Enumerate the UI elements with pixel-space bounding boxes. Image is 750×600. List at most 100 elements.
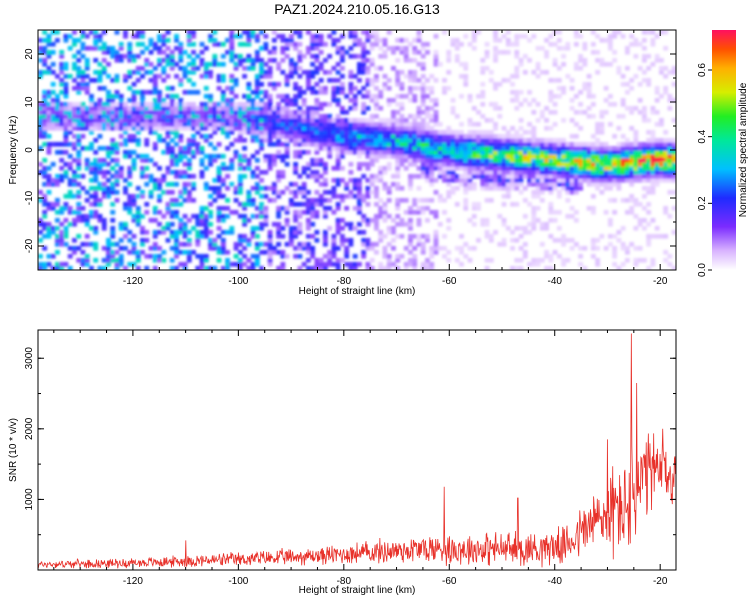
heatmap-cell: [50, 30, 56, 35]
heatmap-cell: [450, 178, 456, 183]
heatmap-cell: [208, 126, 213, 131]
heatmap-cell: [365, 162, 371, 167]
heatmap-cell: [80, 106, 86, 111]
heatmap-cell: [395, 102, 401, 107]
heatmap-cell: [582, 158, 588, 163]
heatmap-cell: [552, 94, 558, 99]
heatmap-cell: [246, 122, 252, 127]
heatmap-cell: [131, 110, 137, 115]
heatmap-cell: [548, 154, 554, 159]
y-tick-label: -10: [24, 190, 35, 205]
heatmap-cell: [148, 254, 154, 259]
heatmap-cell: [106, 62, 111, 67]
heatmap-cell: [131, 102, 137, 107]
heatmap-cell: [93, 190, 99, 195]
heatmap-cell: [420, 98, 426, 103]
heatmap-cell: [654, 34, 660, 39]
heatmap-cell: [322, 58, 328, 63]
heatmap-cell: [633, 150, 639, 155]
heatmap-cell: [157, 166, 162, 171]
heatmap-cell: [450, 170, 456, 175]
heatmap-cell: [169, 62, 175, 67]
heatmap-cell: [565, 42, 571, 47]
heatmap-cell: [305, 190, 311, 195]
heatmap-cell: [135, 218, 141, 223]
heatmap-cell: [556, 194, 562, 199]
heatmap-cell: [357, 150, 362, 155]
heatmap-cell: [237, 162, 243, 167]
heatmap-cell: [348, 242, 354, 247]
heatmap-cell: [386, 198, 392, 203]
heatmap-cell: [408, 210, 413, 215]
heatmap-cell: [114, 174, 120, 179]
heatmap-cell: [310, 126, 316, 131]
heatmap-cell: [314, 142, 320, 147]
heatmap-cell: [446, 154, 452, 159]
heatmap-cell: [484, 198, 490, 203]
heatmap-cell: [203, 258, 209, 263]
heatmap-cell: [624, 210, 630, 215]
heatmap-cell: [637, 110, 643, 115]
heatmap-cell: [72, 222, 77, 227]
heatmap-cell: [518, 170, 524, 175]
heatmap-cell: [433, 190, 439, 195]
heatmap-cell: [650, 166, 656, 171]
heatmap-cell: [429, 158, 435, 163]
heatmap-cell: [446, 146, 452, 151]
heatmap-cell: [174, 94, 179, 99]
heatmap-cell: [395, 94, 401, 99]
heatmap-cell: [374, 66, 379, 71]
heatmap-cell: [339, 198, 345, 203]
heatmap-cell: [123, 118, 128, 123]
heatmap-cell: [114, 158, 120, 163]
heatmap-cell: [369, 190, 375, 195]
heatmap-cell: [501, 162, 507, 167]
heatmap-cell: [97, 182, 103, 187]
heatmap-cell: [544, 162, 549, 167]
heatmap-cell: [548, 170, 554, 175]
heatmap-cell: [220, 122, 226, 127]
heatmap-cell: [446, 182, 452, 187]
heatmap-cell: [331, 262, 337, 267]
heatmap-cell: [123, 206, 128, 211]
heatmap-cell: [191, 110, 196, 115]
heatmap-cell: [378, 166, 384, 171]
heatmap-cell: [480, 94, 486, 99]
heatmap-cell: [93, 110, 99, 115]
heatmap-cell: [425, 158, 430, 163]
heatmap-cell: [616, 182, 622, 187]
heatmap-cell: [118, 166, 124, 171]
heatmap-cell: [382, 218, 388, 223]
heatmap-cell: [352, 30, 358, 35]
heatmap-cell: [518, 178, 524, 183]
heatmap-cell: [433, 138, 439, 143]
heatmap-cell: [339, 118, 345, 123]
heatmap-cell: [293, 214, 299, 219]
heatmap-cell: [267, 102, 273, 107]
heatmap-cell: [76, 70, 82, 75]
heatmap-cell: [586, 86, 592, 91]
heatmap-cell: [101, 58, 107, 63]
heatmap-cell: [284, 122, 290, 127]
heatmap-cell: [454, 134, 460, 139]
heatmap-cell: [310, 38, 316, 43]
heatmap-cell: [263, 170, 269, 175]
heatmap-cell: [578, 154, 584, 159]
heatmap-cell: [46, 206, 52, 211]
heatmap-cell: [620, 34, 626, 39]
heatmap-cell: [391, 150, 396, 155]
heatmap-cell: [178, 138, 184, 143]
heatmap-cell: [569, 134, 575, 139]
heatmap-cell: [203, 254, 209, 259]
heatmap-cell: [246, 130, 252, 135]
heatmap-cell: [361, 66, 367, 71]
heatmap-cell: [271, 114, 277, 119]
heatmap-cell: [582, 166, 588, 171]
heatmap-cell: [595, 138, 601, 143]
heatmap-cell: [216, 194, 222, 199]
heatmap-cell: [493, 150, 498, 155]
heatmap-cell: [395, 82, 401, 87]
heatmap-cell: [522, 254, 528, 259]
heatmap-cell: [195, 254, 201, 259]
heatmap-cell: [480, 142, 486, 147]
